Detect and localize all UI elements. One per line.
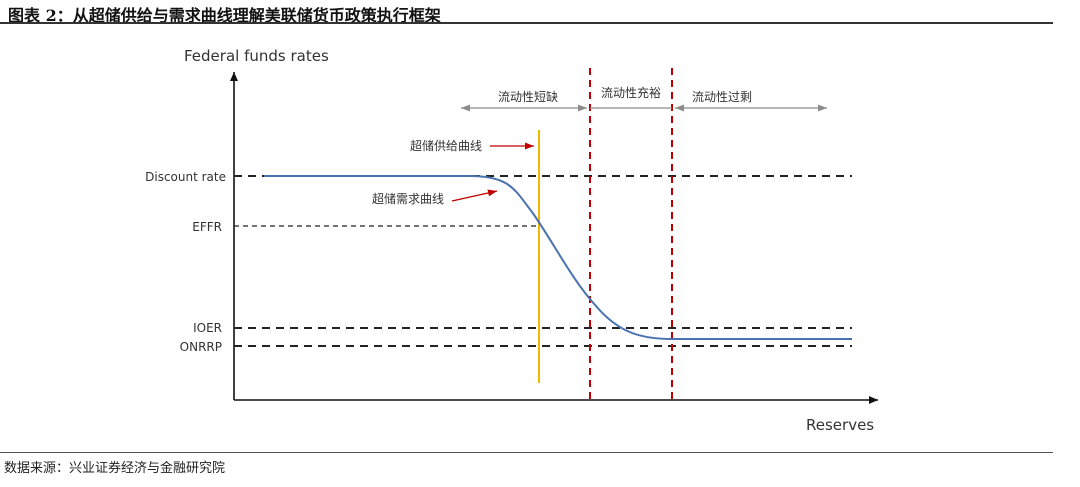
figure-title: 图表 2：从超储供给与需求曲线理解美联储货币政策执行框架 [8,6,441,25]
ioer-label: IOER [193,321,222,335]
effr-label: EFFR [192,220,222,234]
title-rule [0,22,1053,24]
reserve-demand-curve [264,175,852,340]
discount-rate-label: Discount rate [145,170,226,184]
x-axis-label: Reserves [806,416,874,434]
onrrp-label: ONRRP [180,340,222,354]
footer-rule [0,452,1053,453]
scarce-regime-label: 流动性短缺 [498,89,558,104]
demand-curve-annotation: 超储需求曲线 [372,191,444,206]
ample-regime-label: 流动性充裕 [601,85,661,100]
source-note: 数据来源：兴业证券经济与金融研究院 [4,461,226,476]
supply-curve-annotation: 超储供给曲线 [410,138,482,153]
abundant-regime-label: 流动性过剩 [692,90,752,104]
demand-annotation-arrow [451,189,498,202]
y-axis-label: Federal funds rates [184,47,329,65]
